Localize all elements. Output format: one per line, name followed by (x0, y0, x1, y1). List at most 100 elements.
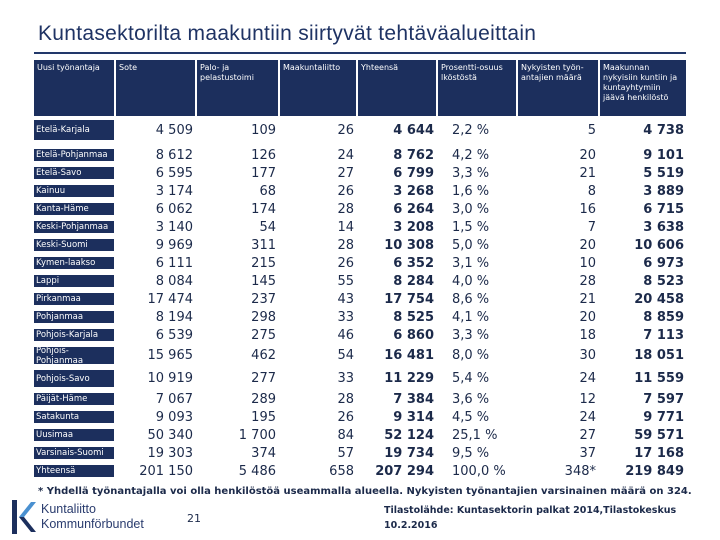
kuntaliitto-logo: Kuntaliitto Kommunförbundet (12, 500, 172, 536)
cell-jaava: 219 849 (625, 463, 684, 479)
cell-tyonantajat: 27 (579, 427, 596, 443)
cell-maakuntaliitto: 26 (337, 183, 354, 199)
cell-sote: 10 919 (147, 371, 194, 386)
region-label: Päijät-Häme (34, 393, 114, 405)
cell-palo: 68 (259, 183, 276, 199)
cell-maakuntaliitto: 28 (337, 201, 354, 217)
region-label: Etelä-Karjala (34, 120, 114, 140)
cell-prosentti: 9,5 % (452, 445, 490, 461)
region-label: Varsinais-Suomi (34, 447, 114, 459)
cell-prosentti: 3,1 % (452, 255, 490, 271)
cell-tyonantajat: 16 (579, 201, 596, 217)
cell-jaava: 3 889 (643, 183, 684, 199)
cell-jaava: 20 458 (634, 291, 684, 307)
cell-sote: 3 174 (155, 183, 193, 199)
cell-jaava: 5 519 (643, 165, 684, 181)
region-label: Pohjois-Pohjanmaa (34, 347, 114, 364)
cell-sote: 8 084 (155, 273, 193, 289)
cell-prosentti: 4,5 % (452, 409, 490, 425)
cell-tyonantajat: 24 (579, 409, 596, 425)
cell-sote: 19 303 (147, 445, 194, 461)
cell-jaava: 6 715 (643, 201, 684, 217)
cell-prosentti: 1,6 % (452, 183, 490, 199)
cell-prosentti: 3,3 % (452, 165, 490, 181)
total-row-label: Yhteensä (34, 465, 114, 477)
cell-maakuntaliitto: 33 (337, 371, 354, 386)
cell-jaava: 9 101 (643, 147, 684, 163)
cell-palo: 311 (251, 237, 276, 253)
cell-prosentti: 3,6 % (452, 391, 490, 407)
column-header-palo-ja-pelastustoimi: Palo- ja pelastustoimi (197, 60, 278, 116)
cell-maakuntaliitto: 33 (337, 309, 354, 325)
cell-prosentti: 4,0 % (452, 273, 490, 289)
cell-yhteensa: 8 284 (393, 273, 434, 289)
cell-tyonantajat: 30 (579, 348, 596, 363)
region-label: Kainuu (34, 185, 114, 197)
cell-yhteensa: 3 268 (393, 183, 434, 199)
column-header-jaava-henkilosto: Maakunnan nykyisiin kuntiin ja kuntayhty… (600, 60, 686, 116)
cell-palo: 1 700 (238, 427, 276, 443)
cell-sote: 15 965 (147, 348, 194, 363)
source-note: Tilastolähde: Kuntasektorin palkat 2014,… (384, 505, 677, 531)
cell-sote: 17 474 (147, 291, 194, 307)
cell-sote: 7 067 (155, 391, 193, 407)
region-label: Satakunta (34, 411, 114, 423)
cell-jaava: 7 113 (643, 327, 684, 343)
cell-yhteensa: 9 314 (393, 409, 434, 425)
cell-yhteensa: 207 294 (375, 463, 434, 479)
logo-line-2: Kommunförbundet (41, 517, 144, 531)
cell-tyonantajat: 21 (579, 291, 596, 307)
cell-palo: 277 (251, 371, 276, 386)
cell-yhteensa: 6 352 (393, 255, 434, 271)
cell-jaava: 8 523 (643, 273, 684, 289)
cell-tyonantajat: 28 (579, 273, 596, 289)
cell-prosentti: 3,3 % (452, 327, 490, 343)
cell-palo: 275 (251, 327, 276, 343)
cell-jaava: 10 606 (634, 237, 684, 253)
cell-jaava: 59 571 (634, 427, 684, 443)
cell-yhteensa: 3 208 (393, 219, 434, 235)
cell-tyonantajat: 20 (579, 237, 596, 253)
cell-maakuntaliitto: 84 (337, 427, 354, 443)
cell-sote: 6 539 (155, 327, 193, 343)
region-label: Etelä-Pohjanmaa (34, 149, 114, 161)
cell-tyonantajat: 8 (587, 183, 596, 199)
cell-tyonantajat: 20 (579, 309, 596, 325)
region-label: Lappi (34, 275, 114, 287)
cell-maakuntaliitto: 26 (337, 409, 354, 425)
cell-jaava: 7 597 (643, 391, 684, 407)
cell-maakuntaliitto: 43 (337, 291, 354, 307)
cell-prosentti: 100,0 % (452, 463, 506, 479)
region-label: Pirkanmaa (34, 293, 114, 305)
cell-maakuntaliitto: 28 (337, 237, 354, 253)
cell-palo: 174 (251, 201, 276, 217)
cell-sote: 9 969 (155, 237, 193, 253)
cell-palo: 289 (251, 391, 276, 407)
cell-maakuntaliitto: 27 (337, 165, 354, 181)
cell-jaava: 4 738 (643, 122, 684, 138)
cell-tyonantajat: 20 (579, 147, 596, 163)
page-title: Kuntasektorilta maakuntiin siirtyvät teh… (38, 22, 537, 45)
column-header-sote: Sote (116, 60, 195, 116)
cell-palo: 195 (251, 409, 276, 425)
cell-prosentti: 8,0 % (452, 348, 490, 363)
cell-palo: 145 (251, 273, 276, 289)
cell-sote: 6 595 (155, 165, 193, 181)
cell-sote: 6 111 (155, 255, 193, 271)
cell-yhteensa: 11 229 (384, 371, 434, 386)
cell-maakuntaliitto: 26 (337, 255, 354, 271)
cell-maakuntaliitto: 46 (337, 327, 354, 343)
region-label: Kanta-Häme (34, 203, 114, 215)
cell-prosentti: 25,1 % (452, 427, 498, 443)
cell-maakuntaliitto: 57 (337, 445, 354, 461)
cell-yhteensa: 6 799 (393, 165, 434, 181)
cell-tyonantajat: 348* (564, 463, 596, 479)
cell-sote: 8 612 (155, 147, 193, 163)
cell-palo: 54 (259, 219, 276, 235)
cell-prosentti: 5,4 % (452, 371, 490, 386)
cell-sote: 8 194 (155, 309, 193, 325)
cell-tyonantajat: 5 (587, 122, 596, 138)
cell-prosentti: 1,5 % (452, 219, 490, 235)
cell-palo: 5 486 (238, 463, 276, 479)
cell-jaava: 8 859 (643, 309, 684, 325)
